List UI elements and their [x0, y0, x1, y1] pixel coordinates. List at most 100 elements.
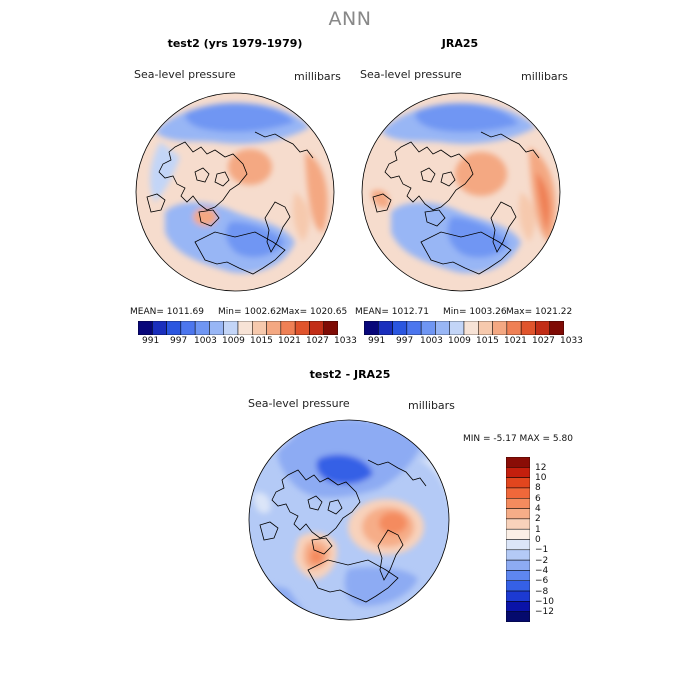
max-value-jra25: Max= 1021.22	[506, 307, 573, 317]
tick-label: 1003	[194, 336, 217, 346]
colorbar-swatch	[364, 321, 379, 335]
colorbar-swatch	[237, 321, 253, 335]
tick-label: 6	[535, 494, 541, 504]
colorbar-swatch	[506, 477, 530, 489]
tick-label: 1027	[532, 336, 555, 346]
tick-label: 1021	[278, 336, 301, 346]
colorbar-jra25	[364, 321, 564, 335]
colorbar-swatch	[406, 321, 422, 335]
min-value-jra25: Min= 1003.26	[443, 307, 507, 317]
variable-label: Sea-level pressure	[134, 68, 236, 81]
tick-label: 997	[170, 336, 188, 346]
colorbar-swatch	[492, 321, 508, 335]
tick-label: −10	[535, 597, 554, 607]
tick-label: 1009	[448, 336, 471, 346]
polar-map-difference	[248, 419, 450, 621]
colorbar-swatch	[266, 321, 282, 335]
colorbar-swatch	[506, 611, 530, 622]
colorbar-swatch	[252, 321, 267, 335]
colorbar-swatch	[194, 321, 210, 335]
colorbar-swatch	[506, 321, 522, 335]
polar-map-jra25	[361, 92, 561, 292]
colorbar-swatch	[506, 508, 530, 520]
colorbar-swatch	[535, 321, 550, 335]
colorbar-swatch	[478, 321, 493, 335]
colorbar-swatch	[435, 321, 450, 335]
min-value-test2: Min= 1002.62	[218, 307, 282, 317]
colorbar-test2	[138, 321, 338, 335]
colorbar-swatch	[378, 321, 393, 335]
tick-label: 1027	[306, 336, 329, 346]
colorbar-ticks-test2: 991 997 1003 1009 1015 1021 1027 1033	[138, 336, 357, 348]
tick-label: 1015	[250, 336, 273, 346]
colorbar-swatch	[506, 539, 530, 551]
pressure-field	[362, 93, 560, 291]
colorbar-swatch	[506, 580, 530, 592]
colorbar-swatch	[506, 498, 530, 509]
colorbar-swatch	[506, 457, 530, 468]
tick-label: 1021	[504, 336, 527, 346]
colorbar-swatch	[549, 321, 564, 335]
tick-label: 4	[535, 504, 541, 514]
mean-value-test2: MEAN= 1011.69	[130, 307, 204, 317]
max-value-test2: Max= 1020.65	[281, 307, 348, 317]
colorbar-difference-ticks: 12 10 8 6 4 2 1 0 −1 −2 −4 −6 −8 −10 −12	[535, 457, 575, 627]
colorbar-swatch	[506, 467, 530, 478]
colorbar-swatch	[138, 321, 153, 335]
tick-label: 0	[535, 535, 541, 545]
tick-label: −1	[535, 545, 549, 555]
colorbar-swatch	[392, 321, 408, 335]
colorbar-swatch	[294, 321, 310, 335]
variable-label: Sea-level pressure	[360, 68, 462, 81]
tick-label: 997	[396, 336, 414, 346]
tick-label: 1015	[476, 336, 499, 346]
colorbar-swatch	[506, 487, 530, 499]
colorbar-swatch	[152, 321, 167, 335]
units-label: millibars	[294, 70, 341, 83]
colorbar-ticks-jra25: 991 997 1003 1009 1015 1021 1027 1033	[364, 336, 583, 348]
tick-label: 1009	[222, 336, 245, 346]
panel-title-jra25: JRA25	[441, 37, 479, 50]
tick-label: 8	[535, 483, 541, 493]
colorbar-swatch	[506, 528, 530, 540]
page-title: ANN	[328, 8, 372, 30]
colorbar-swatch	[323, 321, 338, 335]
variable-label: Sea-level pressure	[248, 397, 350, 410]
colorbar-swatch	[506, 549, 530, 561]
tick-label: 991	[368, 336, 386, 346]
tick-label: 2	[535, 514, 541, 524]
colorbar-swatch	[209, 321, 224, 335]
colorbar-difference	[506, 457, 530, 622]
colorbar-swatch	[180, 321, 196, 335]
tick-label: −2	[535, 556, 549, 566]
colorbar-swatch	[223, 321, 239, 335]
colorbar-swatch	[309, 321, 324, 335]
tick-label: −6	[535, 576, 549, 586]
tick-label: 10	[535, 473, 547, 483]
colorbar-swatch	[166, 321, 182, 335]
polar-map-test2	[135, 92, 335, 292]
colorbar-swatch	[420, 321, 436, 335]
panel-title-test2: test2 (yrs 1979-1979)	[167, 37, 303, 50]
colorbar-swatch	[449, 321, 465, 335]
tick-label: 1003	[420, 336, 443, 346]
tick-label: 1033	[334, 336, 357, 346]
units-label: millibars	[408, 399, 455, 412]
tick-label: 1033	[560, 336, 583, 346]
tick-label: −8	[535, 587, 549, 597]
diff-min-max: MIN = -5.17 MAX = 5.80	[463, 434, 573, 444]
colorbar-swatch	[506, 601, 530, 612]
colorbar-swatch	[520, 321, 536, 335]
tick-label: −12	[535, 607, 554, 617]
colorbar-swatch	[506, 590, 530, 602]
tick-label: 991	[142, 336, 160, 346]
tick-label: 12	[535, 463, 547, 473]
tick-label: 1	[535, 525, 541, 535]
colorbar-swatch	[463, 321, 479, 335]
colorbar-swatch	[280, 321, 296, 335]
pressure-field	[136, 93, 334, 291]
units-label: millibars	[521, 70, 568, 83]
mean-value-jra25: MEAN= 1012.71	[355, 307, 429, 317]
colorbar-swatch	[506, 570, 530, 582]
colorbar-swatch	[506, 559, 530, 571]
